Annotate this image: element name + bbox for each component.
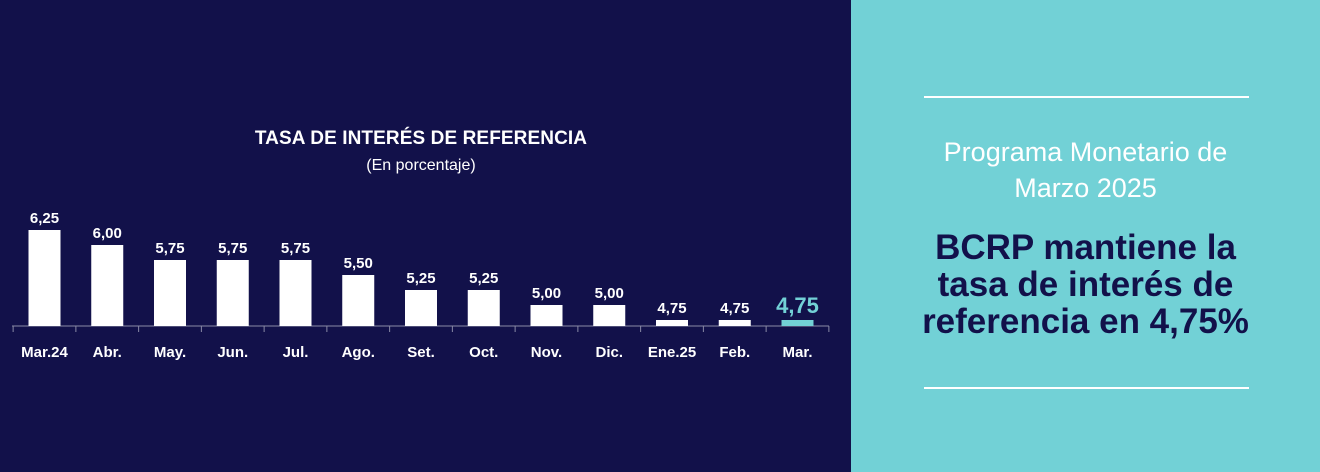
bar-value-label: 4,75	[720, 300, 749, 317]
x-tick-label: Ene.25	[648, 344, 696, 361]
chart-panel	[0, 0, 851, 472]
bar-value-label: 6,25	[30, 210, 59, 227]
x-tick-label: Jun.	[217, 344, 248, 361]
bar	[405, 290, 437, 326]
bar-value-label: 5,50	[344, 255, 373, 272]
bar	[530, 305, 563, 326]
headline-line: referencia en 4,75%	[922, 302, 1249, 341]
bar	[467, 290, 500, 326]
headline-line: BCRP mantiene la	[935, 228, 1236, 267]
bar-value-label: 5,00	[532, 285, 561, 302]
bottom-divider	[924, 387, 1249, 389]
bar	[781, 320, 814, 326]
x-tick-label: Ago.	[342, 344, 375, 361]
bar	[91, 245, 124, 326]
bar	[28, 230, 61, 326]
bar	[656, 320, 688, 326]
bar-value-label: 5,25	[469, 270, 498, 287]
bar-chart: 6,25 Mar.24 6,00 Abr. 5,75 May. 5,75 Jun. 5,75 Ju…	[12, 210, 830, 361]
bar-value-label: 5,75	[155, 240, 184, 257]
program-title: Programa Monetario de Marzo 2025	[851, 134, 1320, 206]
x-tick-label: Mar.24	[21, 344, 68, 361]
chart-title: TASA DE INTERÉS DE REFERENCIA	[254, 128, 588, 149]
bar-value-label: 4,75	[657, 300, 686, 317]
program-title-line: Marzo 2025	[1014, 173, 1157, 203]
x-tick-label: Set.	[407, 344, 435, 361]
bar	[154, 260, 186, 326]
x-tick-label: Nov.	[531, 344, 562, 361]
bar	[342, 275, 375, 326]
bar-value-label: 5,00	[595, 285, 624, 302]
x-tick-label: Feb.	[719, 344, 750, 361]
top-divider	[924, 96, 1249, 98]
headline-line: tasa de interés de	[937, 265, 1234, 304]
bar-value-label: 6,00	[93, 225, 122, 242]
x-tick-label: Oct.	[469, 344, 498, 361]
bar-value-label: 4,75	[776, 293, 819, 318]
x-tick-label: Abr.	[93, 344, 122, 361]
bar	[718, 320, 751, 326]
headline: BCRP mantiene la tasa de interés de refe…	[851, 229, 1320, 340]
chart-subtitle: (En porcentaje)	[366, 157, 476, 174]
x-tick-label: May.	[154, 344, 186, 361]
bar-value-label: 5,25	[406, 270, 435, 287]
x-tick-label: Mar.	[782, 344, 812, 361]
bar-value-label: 5,75	[281, 240, 310, 257]
bar	[593, 305, 626, 326]
program-title-line: Programa Monetario de	[943, 137, 1228, 167]
bar	[279, 260, 312, 326]
x-tick-label: Jul.	[283, 344, 309, 361]
bar-value-label: 5,75	[218, 240, 247, 257]
bar	[216, 260, 249, 326]
headline-panel	[851, 0, 1320, 472]
x-tick-label: Dic.	[595, 344, 623, 361]
